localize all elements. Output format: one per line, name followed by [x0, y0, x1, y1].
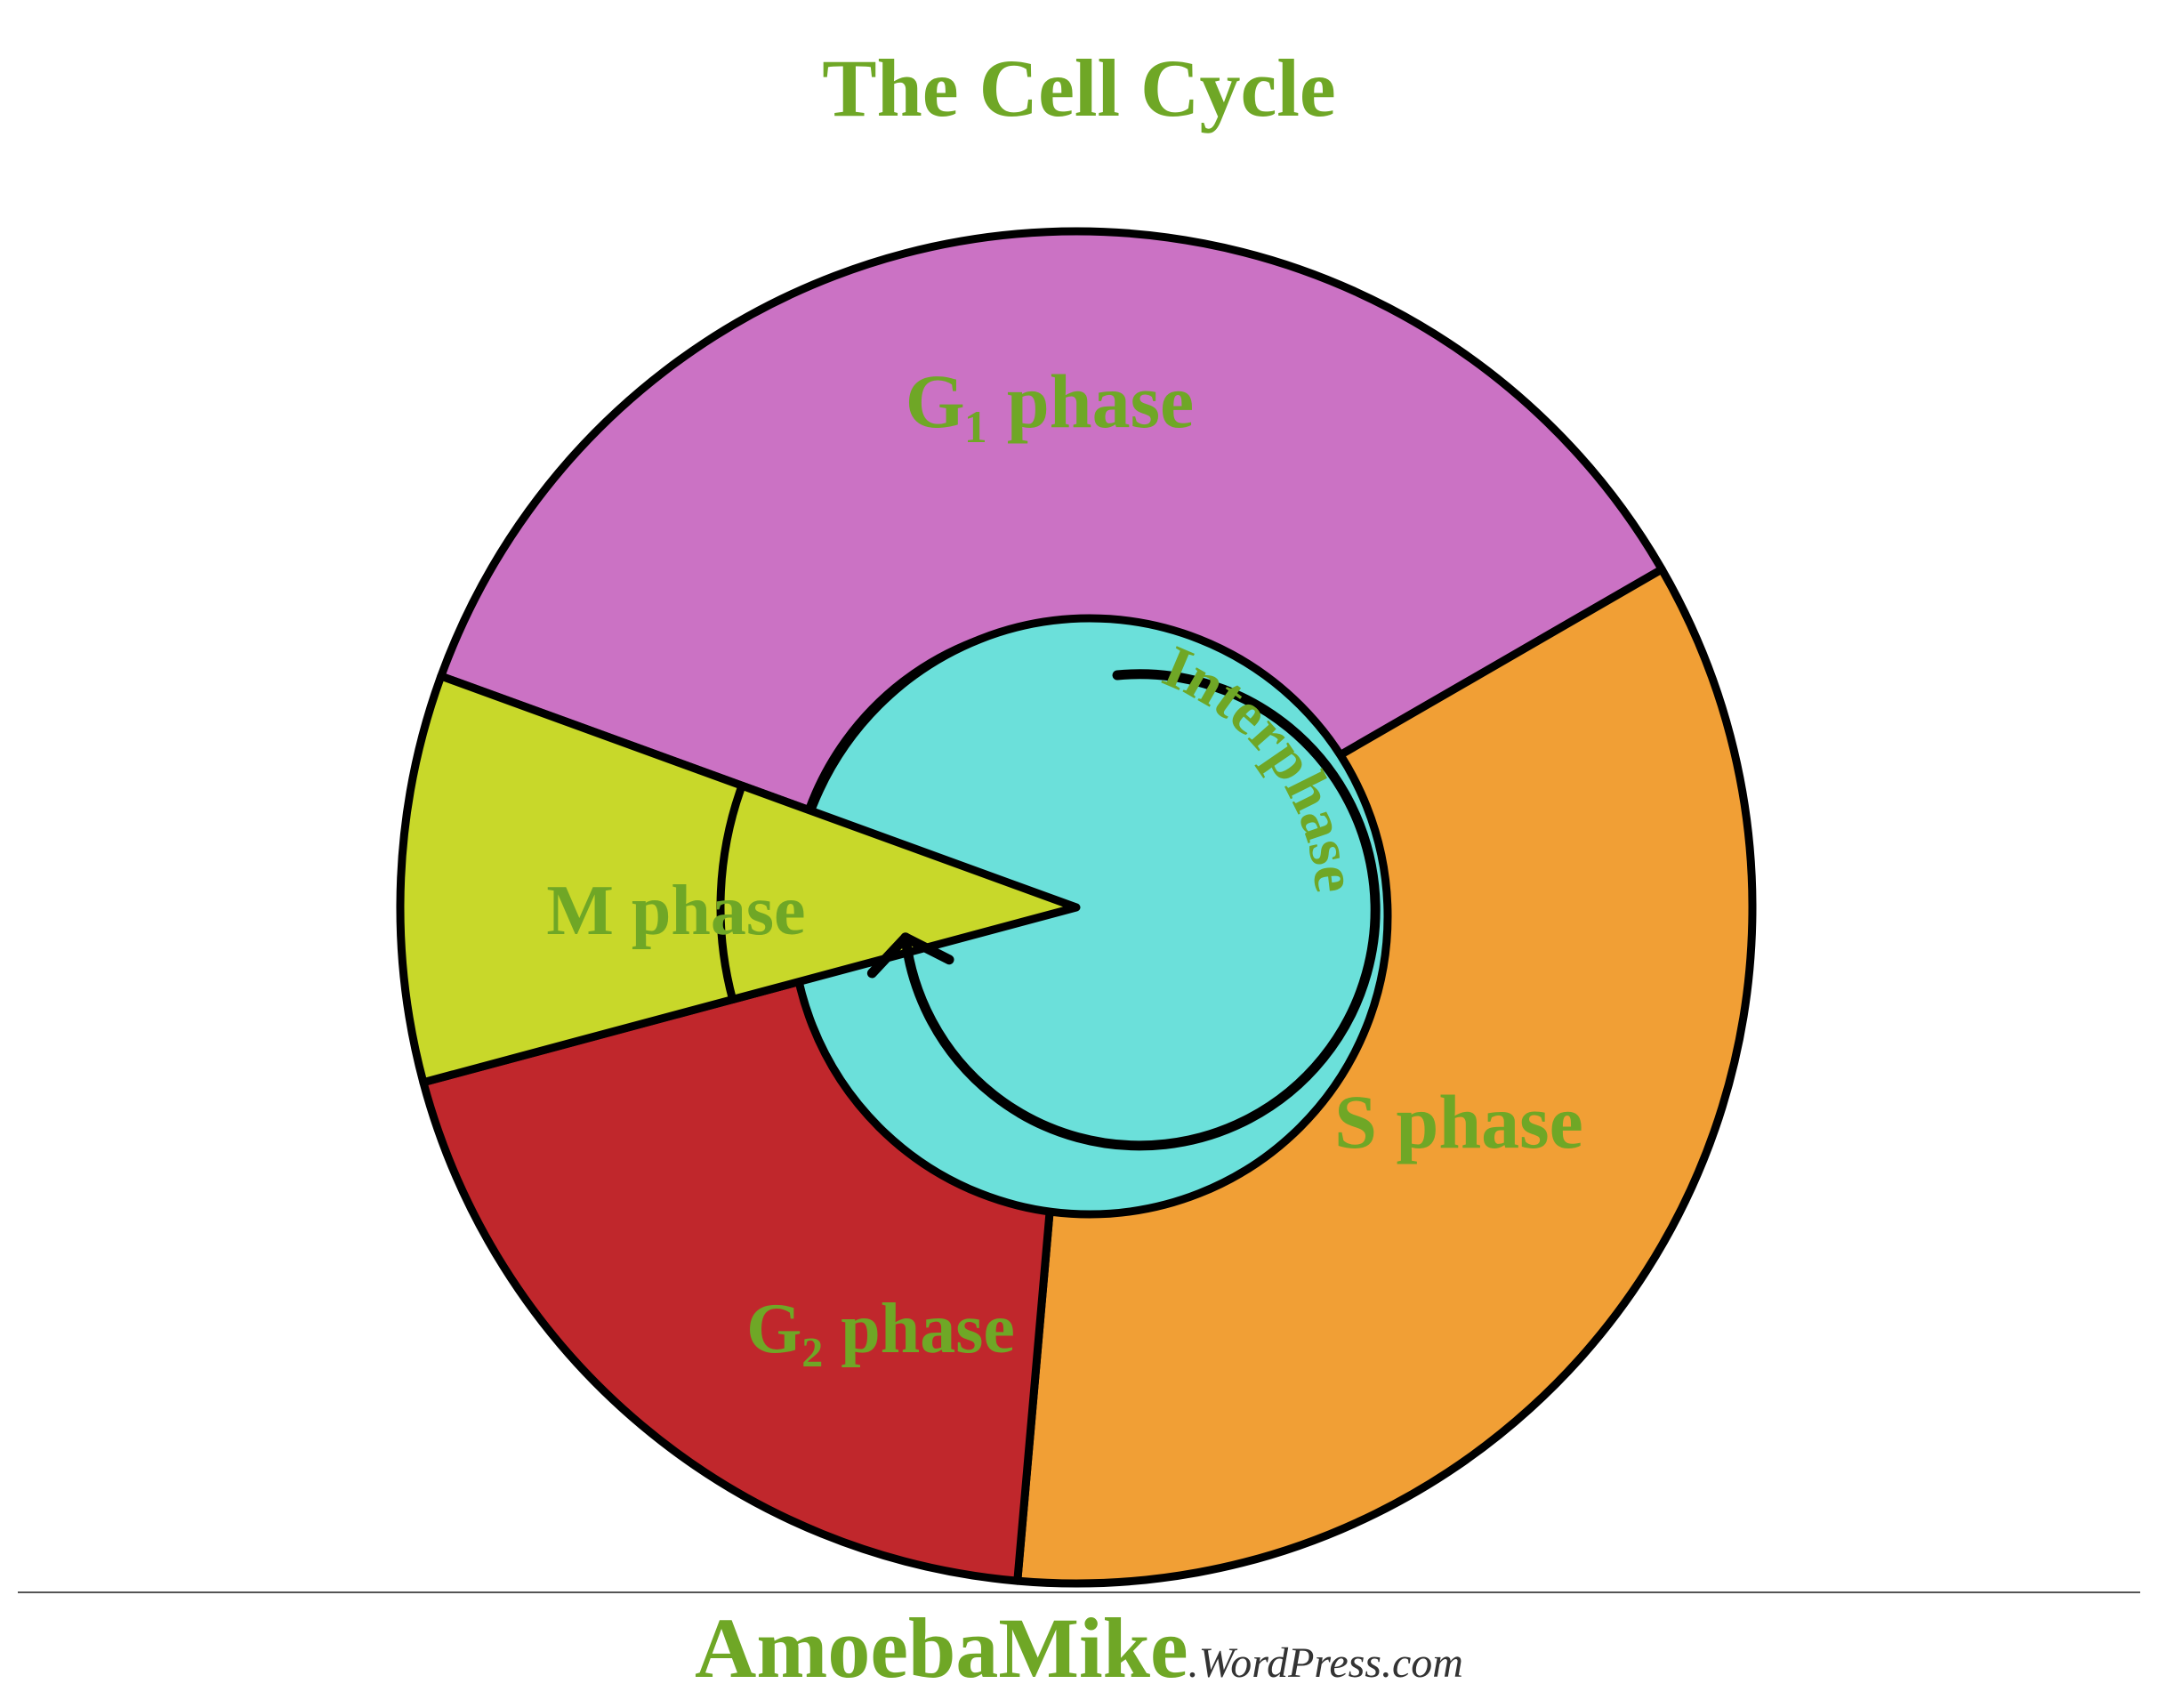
- label-s: S phase: [1334, 1079, 1583, 1164]
- label-m: M phase: [546, 872, 805, 950]
- label-g2: G₂ phase: [746, 1290, 1015, 1368]
- label-g1: G₁ phase: [906, 359, 1194, 444]
- footer-sub: .WordPress.com: [1188, 1640, 1463, 1687]
- page-title: The Cell Cycle: [822, 43, 1335, 133]
- footer-main: AmoebaMike: [695, 1600, 1188, 1696]
